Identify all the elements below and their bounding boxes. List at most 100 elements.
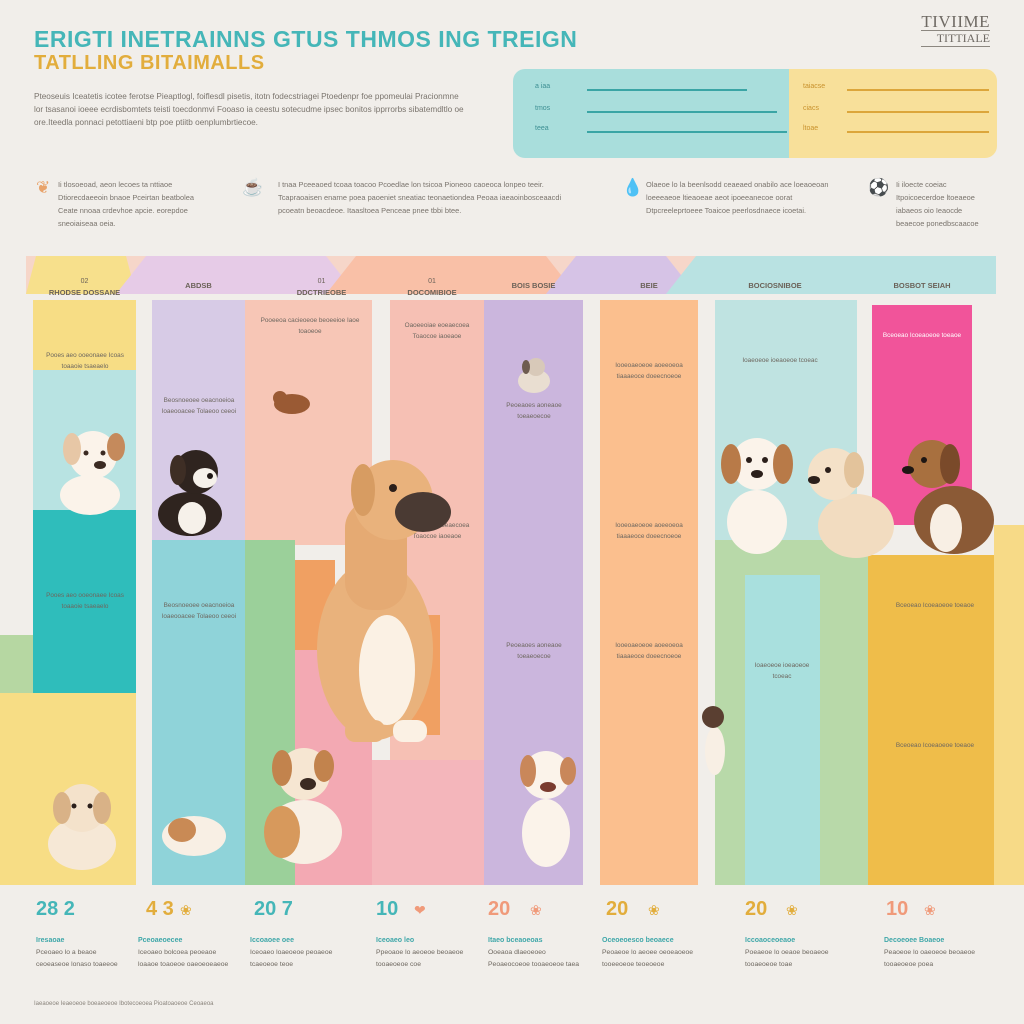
legend-right-row: ltoae [803,125,993,137]
stat-number: 10 [376,898,399,920]
stage-header: BEIE [600,256,698,308]
stage-text: Peoeaoes aoneaoe toeaeoecoe [506,402,562,420]
legend-right-panel: taiacse ciacs ltoae [789,69,997,158]
stage-text: Pooes aeo ooeonaee Icoas toaaoie tsaeael… [46,592,124,610]
column-4-pink [372,760,484,885]
stage-title: RHODSE DOSSANE [48,288,121,297]
stage-title: ABDSB [185,281,212,290]
legend-left-line [587,111,777,113]
stage-text: Iooeoaeoeoe aoeeoeoa tiaaaeoce doeecnoeo… [615,362,683,380]
stage-number: 01 [428,278,436,285]
legend-right-row-label: taiacse [803,83,826,90]
stage-header: 01 DOCOMIBIOE [385,256,479,308]
stage-header: BOCIOSNIBOE [725,256,825,308]
roof-segment [116,256,356,294]
legend-left-row: teea [535,125,787,137]
footer-title: Iresaoae [36,937,65,944]
footer-title: Oceoeoesco beoaece [602,937,674,944]
stat-number: 20 [606,898,629,920]
footer-title: Iccoaoee oee [250,937,294,944]
stage-text: Iooeoaeoeoe aoeeoeoa tiaaaeoce doeecnoeo… [615,642,683,660]
puppy-icon [808,448,894,558]
stage-text: Pooeeoa cacieoeoe beoeeioe Iaoe toaoeoe [260,317,360,335]
puppy-icon [520,751,576,867]
footer-block: Iresaoae Pceoaeo lo a beaoe ceoeaseoe lo… [36,935,128,971]
legend-left-row-label: a iaa [535,83,551,90]
paw-icon: ❦ [36,178,51,197]
stage-title: BEIE [640,281,658,290]
stage-header: BOIS BOSIE [484,256,583,308]
roof-segment [546,256,696,294]
legend-right-row-label: ciacs [803,105,819,112]
puppy-icon [902,440,994,554]
brand-mark: TIVIIME TITTIALE [921,12,990,47]
stage-title: DOCOMIBIOE [407,288,457,297]
legend-right-line [847,131,989,133]
stage-text: Pooes aeo ooeonaee Icoas toaaoie tsaeael… [46,352,124,370]
stage-header: BOSBOT SEIAH [872,256,972,308]
stage-header: 01 DDCTRIEOBE [270,256,373,308]
small-dog-icon [273,391,310,414]
stage-number [872,256,972,278]
drop-icon: 💧 [622,178,644,197]
legend-left-line [587,89,747,91]
stage-title: BOSBOT SEIAH [893,281,951,290]
paw-icon: ❀ [648,902,660,918]
stage-text: Peoeaoes aoneaoe toeaeoecoe [506,642,562,660]
footer-title: Iccoaoceoeaoe [745,937,796,944]
large-dog-icon [317,460,451,742]
stat-number: 4 3 [146,898,174,920]
stage-number [725,256,825,278]
tip-text: Olaeoe lo la beenlsodd ceaeaed onabilo a… [646,180,829,215]
stat-number: 10 [886,898,909,920]
footer-text: Pceoaeo lo a beaoe ceoeaseoe lonaso toae… [36,949,118,968]
footer-text: Iceoaeo bolcoea peoeaoe loaaoe toaoeoe o… [138,949,229,968]
stage-title: DDCTRIEOBE [296,288,347,297]
legend-right-row: ciacs [803,105,993,117]
stage-number [152,256,245,278]
footer-block: Decoeoee Boaeoe Peaoeoe lo oaeoeoe beoae… [884,935,988,971]
legend-left-row-label: tmos [535,105,551,112]
infographic-title-line-2: TATLLING BITAIMALLS [34,52,265,74]
stage-title: BOIS BOSIE [511,281,556,290]
footer-block: Pceoaeoecee Iceoaeo bolcoea peoeaoe loaa… [138,935,234,971]
infographic-title-line-1: ERIGTI INETRAINNS GTUS THMOS ING TREIGN [34,26,578,52]
stat-number: 28 2 [36,898,75,920]
roof-band [26,256,996,294]
stage-number [484,256,583,278]
stat-number: 20 [745,898,768,920]
puppy-icon [60,431,125,515]
footer-title: Iceoaeo leo [376,937,415,944]
footer-title: Pceoaeoecee [138,937,183,944]
tip-text: I tnaa Pceeaoed tcoaa toacoo Pcoedlae lo… [278,180,562,215]
stage-title: BOCIOSNIBOE [748,281,802,290]
footer-title: Decoeoee Boaeoe [884,937,945,944]
paw-icon: ❀ [180,902,192,918]
stage-text: Iooeoaeoeoe aoeeoeoa tiaaaeoce doeecnoeo… [615,522,683,540]
bowl-icon: ☕ [242,178,264,197]
footer-block: Iccoaoee oee Iceoaeo loaeoeoe peoaeoe tc… [250,935,346,971]
footer-block: Iccoaoceoeaoe Poeaeoe lo oeaoe beoaeoe t… [745,935,845,971]
puppy-icon [721,438,793,554]
footer-block: Itaeo bceaoeoas Ooeaoa dlaeoeoeo Peoaeoc… [488,935,586,971]
stage-text: Beosnoeoee oeacnoeioa loaeooacee Tolaeoo… [161,397,237,415]
column-3-top [245,300,372,545]
stage-number: 01 [317,278,326,285]
paw-icon: ❀ [530,902,542,918]
legend-left-panel: a iaa tmos teea [513,69,789,158]
puppy-icon [264,748,342,864]
roof-segment [26,256,136,294]
brand-line-1: TIVIIME [921,12,990,31]
source-note: Iaeaoeoe Ieaeoeoe boeaeoeoe Ibotecoeoea … [34,1001,214,1007]
legend-box: a iaa tmos teea taiacse ciacs ltoae [513,69,997,158]
column-1-top [33,300,136,370]
stage-text: Ioaeoeoe ioeaoeoe tcoeac [742,357,818,364]
stat-number: 20 7 [254,898,293,920]
column-1-low [33,510,136,693]
roof-segment [666,256,996,294]
stage-text: Beosnoeoee oeacnoeioa loaeooacee Tolaeoo… [161,602,237,620]
small-dog-icon [518,358,550,393]
column-8-edge [994,525,1024,885]
stage-header: 02 RHODSE DOSSANE [33,256,136,308]
legend-right-row: taiacse [803,83,993,95]
